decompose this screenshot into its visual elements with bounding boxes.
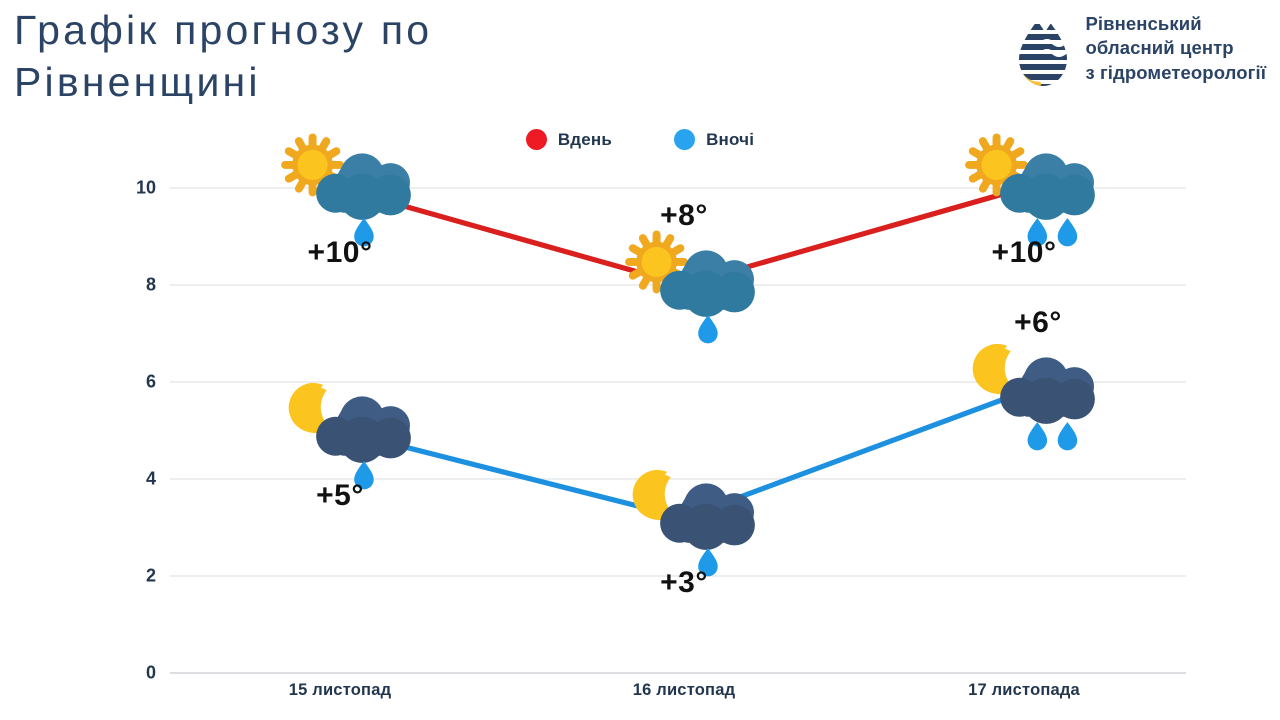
- legend-item-day[interactable]: Вдень: [525, 129, 613, 150]
- temperature-label-Вдень-2: +8°: [660, 199, 708, 232]
- logo-block: Рівненський обласний центр з гідрометеор…: [1015, 12, 1266, 90]
- y-tick-label-8: 8: [145, 274, 156, 295]
- sun-cloud-rain-icon: [273, 130, 423, 259]
- temperature-label-Вночі-2: +3°: [660, 565, 708, 599]
- sun-cloud-rain2-icon: [957, 130, 1107, 259]
- temperature-label-Вночі-3: +6°: [1014, 305, 1062, 339]
- legend-label-night: Вночі: [706, 129, 755, 149]
- moon-cloud-rain-icon: [617, 459, 767, 588]
- temperature-label-Вдень-3: +10°: [991, 236, 1057, 269]
- moon-cloud-rain2-icon: [957, 333, 1107, 462]
- x-axis-label-2: 16 листопад: [632, 681, 736, 699]
- temperature-label-Вночі-1: +5°: [316, 478, 364, 512]
- temperature-label-Вдень-1: +10°: [307, 236, 373, 269]
- legend-label-day: Вдень: [557, 129, 613, 149]
- legend-dot-night: [674, 129, 696, 150]
- y-tick-label-10: 10: [135, 177, 156, 198]
- legend-item-night[interactable]: Вночі: [674, 129, 754, 150]
- y-tick-label-2: 2: [145, 565, 156, 586]
- y-tick-label-6: 6: [145, 371, 156, 392]
- page-title: Графік прогнозу по Рівненщині: [14, 7, 433, 106]
- droplet-logo-icon: [1015, 12, 1071, 90]
- y-tick-label-4: 4: [145, 468, 156, 489]
- x-axis-label-1: 15 листопад: [288, 681, 392, 699]
- chart-legend: Вдень Вночі: [0, 129, 1280, 150]
- logo-text: Рівненський обласний центр з гідрометеор…: [1085, 13, 1266, 83]
- y-tick-label-0: 0: [145, 662, 156, 683]
- x-axis-label-3: 17 листопада: [968, 681, 1080, 699]
- moon-cloud-rain-icon: [273, 372, 423, 501]
- sun-cloud-rain-icon: [617, 227, 767, 356]
- legend-dot-day: [525, 129, 547, 150]
